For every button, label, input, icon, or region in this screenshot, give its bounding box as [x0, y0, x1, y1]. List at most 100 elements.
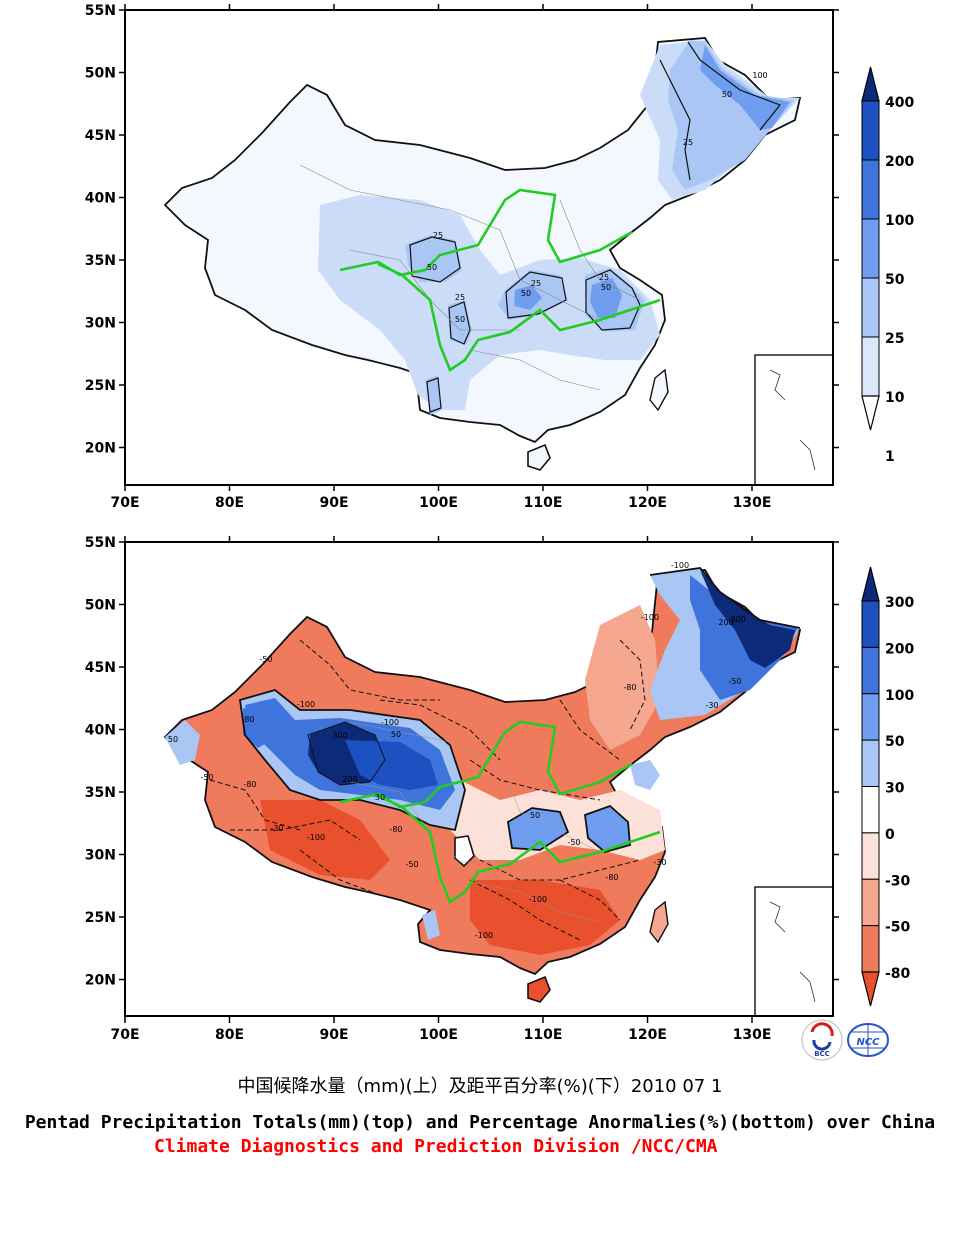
top-lat-label: 40N [85, 191, 116, 207]
top-contour-label: 50 [427, 263, 437, 272]
top-contour-label: 50 [601, 283, 611, 292]
bottom-colorbar-label: -50 [885, 920, 911, 936]
top-contour-label: 50 [455, 315, 465, 324]
bottom-colorbar-top-arrow [862, 567, 879, 601]
top-lat-label: 30N [85, 316, 116, 332]
bottom-colorbar-segment [862, 694, 879, 740]
caption-chinese: 中国候降水量（mm)(上）及距平百分率(%)(下）2010 07 1 [0, 1072, 960, 1098]
top-lon-label: 70E [110, 495, 139, 511]
bottom-contour-label: -100 [475, 931, 493, 940]
top-contour-label: 25 [683, 138, 693, 147]
bcc-logo-text: BCC [814, 1050, 830, 1058]
bottom-colorbar-bottom-arrow [862, 972, 879, 1006]
caption-english: Pentad Precipitation Totals(mm)(top) and… [0, 1112, 960, 1133]
top-lon-label: 110E [524, 495, 563, 511]
bottom-lat-label: 45N [85, 660, 116, 676]
top-lon-label: 130E [733, 495, 772, 511]
ncc-logo-text: NCC [856, 1037, 880, 1048]
bottom-contour-label: 50 [391, 730, 401, 739]
bottom-contour-label: -100 [297, 700, 315, 709]
bottom-lat-label: 40N [85, 723, 116, 739]
bottom-contour-label: -30 [705, 701, 718, 710]
top-colorbar-label: 100 [885, 213, 914, 229]
bottom-contour-label: -50 [405, 860, 418, 869]
top-contour-label: 50 [722, 90, 732, 99]
bottom-contour-label: -80 [241, 715, 254, 724]
bottom-contour-label: 200 [718, 618, 733, 627]
bottom-contour-label: -80 [243, 780, 256, 789]
top-colorbar-segment [862, 337, 879, 396]
bottom-contour-label: -100 [529, 895, 547, 904]
bottom-colorbar-segment [862, 787, 879, 833]
bottom-lon-label: 80E [215, 1027, 244, 1043]
bottom-lat-label: 50N [85, 598, 116, 614]
bottom-lat-label: 30N [85, 848, 116, 864]
bottom-contour-label: -50 [728, 677, 741, 686]
top-colorbar-top-arrow [862, 67, 879, 101]
bottom-contour-label: -100 [381, 718, 399, 727]
bottom-lat-label: 20N [85, 973, 116, 989]
top-contour-label: 50 [521, 289, 531, 298]
top-colorbar-segment [862, 278, 879, 337]
top-contour-label: 25 [599, 273, 609, 282]
bottom-colorbar-segment [862, 833, 879, 879]
top-colorbar-label: 50 [885, 272, 905, 288]
top-colorbar-label: 1 [885, 449, 895, 465]
bottom-lat-label: 55N [85, 535, 116, 551]
bottom-lon-label: 90E [319, 1027, 348, 1043]
bottom-contour-label: -80 [605, 873, 618, 882]
top-colorbar: 4002001005025101 [862, 67, 914, 465]
bottom-contour-label: -30 [270, 824, 283, 833]
top-lat-label: 50N [85, 66, 116, 82]
bottom-lat-label: 25N [85, 910, 116, 926]
bottom-contour-label: -100 [671, 561, 689, 570]
top-contour-label: 25 [455, 293, 465, 302]
bottom-map: -100300200-10050-80-50-100300-100-80-50-… [85, 535, 839, 1043]
bottom-lon-label: 100E [419, 1027, 458, 1043]
figure-canvas: 25501002550255025502550 55N50N45N40N35N3… [0, 0, 960, 1243]
bottom-colorbar-label: 100 [885, 688, 914, 704]
bottom-colorbar-segment [862, 647, 879, 693]
top-lat-label: 20N [85, 441, 116, 457]
bottom-south-china-sea-inset [755, 887, 833, 1016]
bottom-lon-label: 70E [110, 1027, 139, 1043]
top-south-china-sea-inset [755, 355, 833, 485]
top-colorbar-label: 10 [885, 390, 905, 406]
bottom-contour-label: -30 [653, 858, 666, 867]
bottom-colorbar-label: -30 [885, 873, 911, 889]
top-colorbar-segment [862, 219, 879, 278]
top-colorbar-label: 400 [885, 95, 914, 111]
bottom-contour-label: -80 [389, 825, 402, 834]
bottom-contour-label: 200 [342, 775, 357, 784]
bottom-colorbar-label: 0 [885, 827, 895, 843]
bottom-contour-label: -50 [567, 838, 580, 847]
bottom-lon-label: 130E [733, 1027, 772, 1043]
top-lon-label: 120E [628, 495, 667, 511]
ncc-logo: NCC [848, 1020, 888, 1060]
top-colorbar-segment [862, 160, 879, 219]
top-colorbar-label: 25 [885, 331, 904, 347]
top-lon-label: 100E [419, 495, 458, 511]
bottom-colorbar-segment [862, 926, 879, 972]
bottom-colorbar-label: 50 [885, 734, 905, 750]
top-lat-label: 45N [85, 128, 116, 144]
bottom-colorbar-segment [862, 601, 879, 647]
bottom-contour-label: -50 [259, 655, 272, 664]
bottom-colorbar-segment [862, 879, 879, 925]
bottom-lon-label: 110E [524, 1027, 563, 1043]
top-contour-label: 25 [531, 279, 541, 288]
bottom-colorbar-label: 300 [885, 595, 914, 611]
bottom-contour-label: -80 [623, 683, 636, 692]
bottom-contour-label: 50 [530, 811, 540, 820]
bottom-lat-label: 35N [85, 785, 116, 801]
top-lat-label: 35N [85, 253, 116, 269]
bottom-contour-label: 30 [375, 793, 385, 802]
top-colorbar-segment [862, 101, 879, 160]
bcc-logo: BCC [802, 1020, 842, 1060]
bottom-colorbar-label: 200 [885, 641, 914, 657]
bottom-colorbar-segment [862, 740, 879, 786]
caption-organization: Climate Diagnostics and Prediction Divis… [154, 1136, 718, 1157]
bottom-lon-label: 120E [628, 1027, 667, 1043]
bottom-contour-label: -50 [200, 773, 213, 782]
